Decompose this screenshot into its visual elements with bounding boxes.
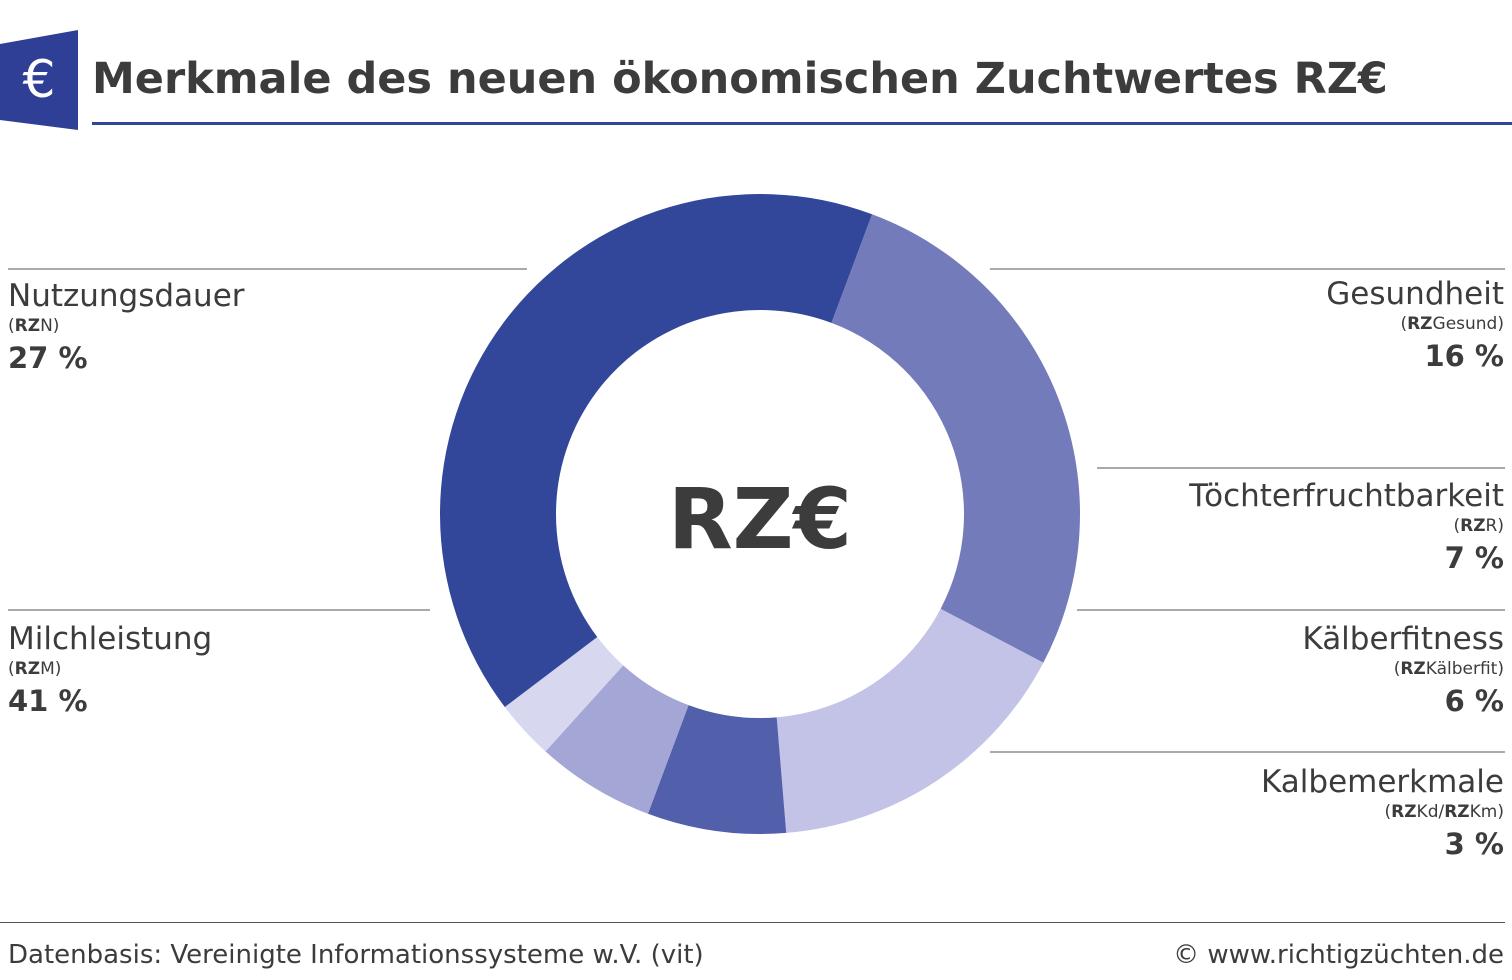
logo-background — [0, 30, 78, 130]
donut-slice-kälberfitness — [545, 665, 689, 814]
slice-label: Kälberfitness — [1302, 621, 1504, 657]
slice-code: (RZKd/RZKm) — [1384, 802, 1504, 822]
label-toechterfruchtbarkeit: Töchterfruchtbarkeit (RZR) 7 % — [944, 478, 1504, 578]
donut-slice-gesundheit — [776, 608, 1044, 833]
slice-percent: 7 % — [1444, 541, 1504, 575]
slice-label: Kalbemerkmale — [1261, 764, 1504, 800]
slice-percent: 6 % — [1444, 684, 1504, 718]
title-underline — [92, 122, 1512, 125]
donut-slice-kalbemerkmale — [504, 637, 624, 752]
slice-code: (RZR) — [1453, 516, 1504, 536]
footer-credit-link[interactable]: © www.richtigzüchten.de — [1173, 940, 1504, 970]
slice-label: Gesundheit — [1326, 276, 1504, 312]
slice-code: (RZKälberfit) — [1393, 659, 1504, 679]
donut-chart: RZ€ — [8, 194, 1505, 834]
donut-slice-töchterfruchtbarkeit — [647, 705, 787, 834]
label-milchleistung: Milchleistung (RZM) 41 % — [8, 621, 568, 721]
center-rz-euro-label: RZ€ — [668, 470, 852, 568]
donut-slice-nutzungsdauer — [831, 214, 1080, 663]
page-title: Merkmale des neuen ökonomischen Zuchtwer… — [92, 54, 1388, 104]
slice-percent: 27 % — [8, 341, 88, 375]
slice-label: Nutzungsdauer — [8, 278, 245, 314]
slice-label: Milchleistung — [8, 621, 213, 657]
leader-lines — [8, 268, 1505, 753]
slice-percent: 41 % — [8, 684, 88, 718]
slice-label: Töchterfruchtbarkeit — [1189, 478, 1504, 514]
slice-code: (RZM) — [8, 659, 62, 679]
label-nutzungsdauer: Nutzungsdauer (RZN) 27 % — [8, 278, 568, 378]
label-kalbemerkmale: Kalbemerkmale (RZKd/RZKm) 3 % — [944, 764, 1504, 864]
donut-slices — [439, 194, 1080, 834]
donut-slice-milchleistung — [439, 194, 873, 708]
label-gesundheit: Gesundheit (RZGesund) 16 % — [944, 276, 1504, 376]
footer-divider — [0, 922, 1505, 923]
label-kaelberfitness: Kälberfitness (RZKälberfit) 6 % — [944, 621, 1504, 721]
slice-code: (RZN) — [8, 316, 60, 336]
euro-icon: € — [22, 50, 55, 110]
slice-percent: 3 % — [1444, 827, 1504, 861]
footer-source: Datenbasis: Vereinigte Informationssyste… — [8, 940, 704, 970]
euro-logo-badge: € — [0, 30, 78, 130]
slice-percent: 16 % — [1424, 339, 1504, 373]
slice-code: (RZGesund) — [1400, 314, 1504, 334]
